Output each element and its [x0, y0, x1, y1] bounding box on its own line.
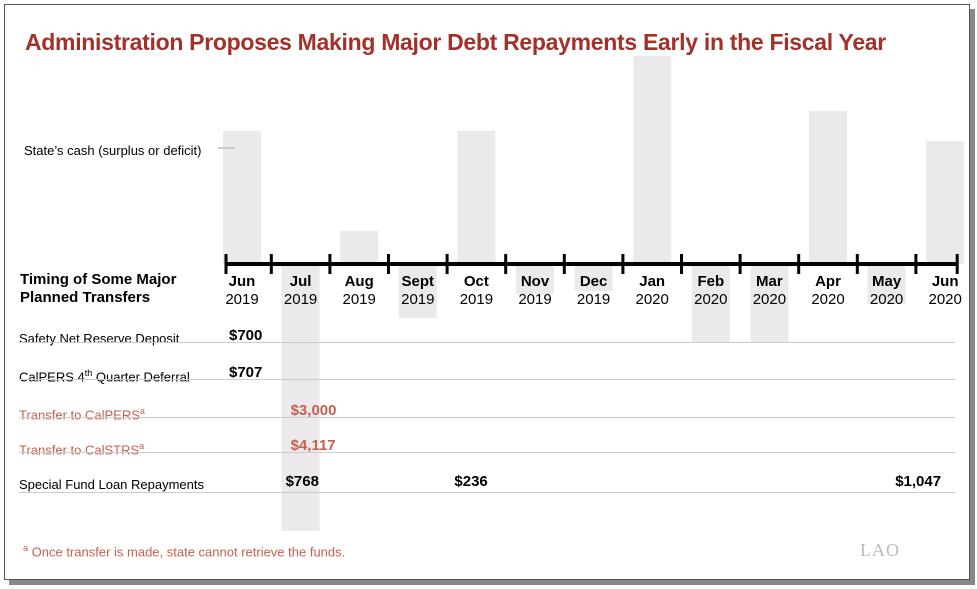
- transfer-value: $1,047: [895, 473, 942, 490]
- year-label: 2019: [518, 291, 552, 308]
- footnote: a Once transfer is made, state cannot re…: [23, 543, 345, 559]
- transfer-value: $700: [229, 327, 263, 344]
- year-label: 2020: [635, 291, 669, 308]
- year-label: 2020: [811, 291, 845, 308]
- chart-title: Administration Proposes Making Major Deb…: [25, 29, 886, 55]
- row-label: Transfer to CalSTRSa: [19, 441, 144, 457]
- month-label: Apr: [815, 273, 841, 290]
- chart-frame: Administration Proposes Making Major Deb…: [4, 4, 970, 580]
- cash-bar: [809, 111, 847, 264]
- year-label: 2019: [342, 291, 376, 308]
- year-label: 2019: [225, 291, 259, 308]
- row-divider: [19, 417, 955, 418]
- row-label: Special Fund Loan Repayments: [19, 477, 204, 492]
- table-heading-line1: Timing of Some Major: [20, 271, 177, 288]
- lao-logo: LAO: [860, 540, 900, 560]
- row-label-text: Safety Net Reserve Deposit: [19, 331, 180, 346]
- month-label: Nov: [520, 273, 550, 290]
- row-label-sup: a: [139, 406, 145, 416]
- month-label: Feb: [697, 273, 725, 290]
- row-label-text: Transfer to CalSTRS: [19, 442, 140, 458]
- legend-label: State’s cash (surplus or deficit): [24, 143, 202, 158]
- month-label: Dec: [579, 273, 608, 290]
- month-label: Sept: [401, 273, 435, 290]
- cash-bar: [750, 264, 789, 343]
- row-divider: [19, 379, 955, 380]
- month-label: Mar: [756, 273, 783, 290]
- month-label: May: [872, 273, 902, 290]
- transfer-value: $3,000: [290, 402, 337, 419]
- row-label-sup: a: [139, 441, 145, 451]
- transfer-value: $768: [285, 473, 319, 490]
- month-label: Oct: [463, 273, 489, 290]
- row-label: Transfer to CalPERSa: [19, 406, 145, 422]
- cash-bar: [340, 231, 379, 264]
- cash-bar: [574, 264, 613, 291]
- row-label-text: Special Fund Loan Repayments: [19, 477, 205, 492]
- cash-chart: [218, 56, 965, 531]
- year-label: 2019: [576, 291, 611, 308]
- row-label-sup: th: [84, 368, 93, 378]
- cash-bar: [691, 264, 730, 342]
- table-heading: Timing of Some Major Planned Transfers: [20, 271, 176, 307]
- year-label: 2019: [401, 291, 435, 308]
- cash-bar: [398, 264, 437, 318]
- row-label-text: CalPERS 4: [19, 369, 85, 385]
- year-label: 2020: [752, 291, 787, 308]
- cash-bar: [281, 264, 320, 531]
- cash-bar: [457, 131, 496, 264]
- row-label-text: Quarter Deferral: [92, 369, 190, 385]
- year-label: 2020: [694, 291, 728, 308]
- row-divider: [19, 492, 955, 493]
- transfer-value: $236: [454, 473, 488, 490]
- month-label: Jul: [289, 273, 312, 290]
- footnote-text: Once transfer is made, state cannot retr…: [31, 544, 346, 560]
- month-label: Aug: [344, 273, 374, 290]
- transfer-value: $4,117: [290, 437, 336, 454]
- cash-bar: [926, 141, 965, 264]
- row-label: CalPERS 4th Quarter Deferral: [19, 368, 190, 384]
- cash-bar: [516, 264, 554, 294]
- footnote-mark: a: [23, 543, 29, 553]
- year-label: 2020: [928, 291, 962, 308]
- row-divider: [19, 452, 955, 453]
- cash-bar: [223, 131, 261, 264]
- year-label: 2019: [283, 291, 318, 308]
- year-label: 2019: [459, 291, 494, 308]
- cash-bar: [867, 264, 906, 304]
- cash-bar: [633, 56, 672, 264]
- row-label: Safety Net Reserve Deposit: [19, 331, 179, 346]
- table-heading-line2: Planned Transfers: [20, 289, 151, 306]
- transfer-value: $707: [229, 364, 263, 381]
- month-label: Jun: [931, 273, 959, 290]
- month-label: Jun: [228, 273, 256, 290]
- month-label: Jan: [639, 273, 666, 290]
- row-divider: [19, 342, 955, 343]
- row-label-text: Transfer to CalPERS: [19, 407, 140, 423]
- year-label: 2020: [869, 291, 904, 308]
